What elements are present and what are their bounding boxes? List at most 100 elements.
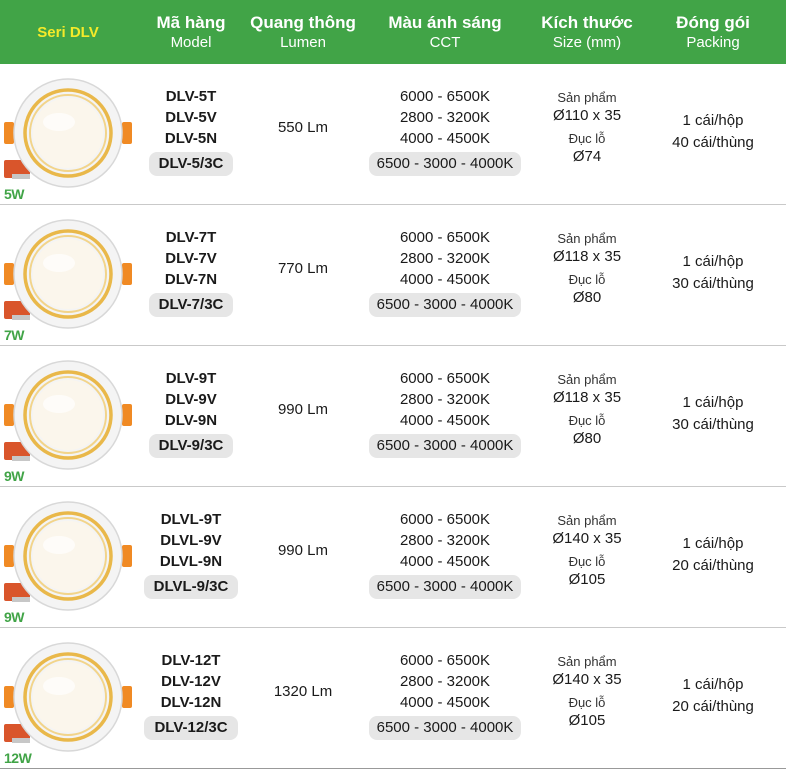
model-code: DLV-5T xyxy=(165,88,217,105)
size-hole-value: Ø80 xyxy=(572,430,602,447)
cct-combo-badge: 6500 - 3000 - 4000K xyxy=(368,716,522,740)
cct-cell: 6000 - 6500K 2800 - 3200K 4000 - 4500K 6… xyxy=(352,86,538,176)
header-cct-title: Màu ánh sáng xyxy=(388,13,502,32)
model-cell: DLV-12T DLV-12V DLV-12N DLV-12/3C xyxy=(136,650,246,740)
diffuser xyxy=(33,98,103,168)
cct-range: 2800 - 3200K xyxy=(399,391,491,408)
cct-combo-badge: 6500 - 3000 - 4000K xyxy=(368,152,522,176)
size-cell: Sản phẩm Ø118 x 35 Đục lỗ Ø80 xyxy=(536,372,638,454)
cct-range: 4000 - 4500K xyxy=(399,271,491,288)
wattage-label: 12W xyxy=(4,750,32,766)
size-hole-value: Ø80 xyxy=(572,289,602,306)
packing-carton: 30 cái/thùng xyxy=(672,275,754,292)
packing-cell: 1 cái/hộp 40 cái/thùng xyxy=(640,110,786,154)
model-cell: DLV-5T DLV-5V DLV-5N DLV-5/3C xyxy=(136,86,246,176)
packing-cell: 1 cái/hộp 30 cái/thùng xyxy=(640,251,786,295)
cct-range: 6000 - 6500K xyxy=(399,370,491,387)
cct-range: 2800 - 3200K xyxy=(399,109,491,126)
wattage-label: 9W xyxy=(4,468,25,484)
packing-carton: 20 cái/thùng xyxy=(672,698,754,715)
size-hole-label: Đục lỗ xyxy=(568,554,606,569)
header-model-title: Mã hàng xyxy=(156,13,226,32)
cct-range: 6000 - 6500K xyxy=(399,229,491,246)
cct-range: 4000 - 4500K xyxy=(399,694,491,711)
driver-connector xyxy=(12,597,30,602)
model-code: DLV-9V xyxy=(165,391,217,408)
cct-combo-badge: 6500 - 3000 - 4000K xyxy=(368,293,522,317)
model-code: DLV-12T xyxy=(161,652,221,669)
size-hole-label: Đục lỗ xyxy=(568,413,606,428)
downlight-image xyxy=(4,360,132,470)
downlight-image xyxy=(4,78,132,188)
spring-clip-right xyxy=(122,122,132,144)
table-row: 9W DLVL-9T DLVL-9V DLVL-9N DLVL-9/3C 990… xyxy=(0,487,786,628)
wattage-label: 7W xyxy=(4,327,25,343)
size-cell: Sản phẩm Ø140 x 35 Đục lỗ Ø105 xyxy=(536,513,638,595)
model-combo-badge: DLV-12/3C xyxy=(144,716,238,740)
spring-clip-right xyxy=(122,263,132,285)
spring-clip-left xyxy=(4,686,14,708)
size-product-label: Sản phẩm xyxy=(557,372,617,387)
size-hole-value: Ø74 xyxy=(572,148,602,165)
header-lumen-sub: Lumen xyxy=(280,34,326,51)
header-cct: Màu ánh sáng CCT xyxy=(352,0,538,64)
model-code: DLV-7V xyxy=(165,250,217,267)
packing-box: 1 cái/hộp xyxy=(682,394,744,411)
packing-cell: 1 cái/hộp 30 cái/thùng xyxy=(640,392,786,436)
downlight-image xyxy=(4,501,132,611)
series-title: Seri DLV xyxy=(37,23,99,41)
size-product-value: Ø140 x 35 xyxy=(552,530,622,547)
model-code: DLV-12N xyxy=(160,694,222,711)
table-header: Seri DLV Mã hàng Model Quang thông Lumen… xyxy=(0,0,786,64)
spring-clip-right xyxy=(122,404,132,426)
size-cell: Sản phẩm Ø110 x 35 Đục lỗ Ø74 xyxy=(536,90,638,172)
cct-range: 2800 - 3200K xyxy=(399,250,491,267)
model-code: DLV-7T xyxy=(165,229,217,246)
cct-range: 6000 - 6500K xyxy=(399,88,491,105)
gold-ring-outer xyxy=(23,370,113,460)
gold-ring-inner xyxy=(29,235,107,313)
spring-clip-left xyxy=(4,263,14,285)
size-hole-label: Đục lỗ xyxy=(568,131,606,146)
header-size-title: Kích thước xyxy=(541,13,633,32)
model-code: DLVL-9T xyxy=(160,511,222,528)
size-hole-label: Đục lỗ xyxy=(568,272,606,287)
downlight-image xyxy=(4,219,132,329)
header-model: Mã hàng Model xyxy=(136,0,246,64)
lumen-value: 550 Lm xyxy=(277,119,329,136)
lumen-value: 770 Lm xyxy=(277,260,329,277)
cct-combo-badge: 6500 - 3000 - 4000K xyxy=(368,575,522,599)
cct-cell: 6000 - 6500K 2800 - 3200K 4000 - 4500K 6… xyxy=(352,368,538,458)
size-product-label: Sản phẩm xyxy=(557,90,617,105)
cct-cell: 6000 - 6500K 2800 - 3200K 4000 - 4500K 6… xyxy=(352,227,538,317)
diffuser-highlight xyxy=(43,395,75,413)
header-lumen-title: Quang thông xyxy=(250,13,356,32)
header-size: Kích thước Size (mm) xyxy=(536,0,638,64)
cct-cell: 6000 - 6500K 2800 - 3200K 4000 - 4500K 6… xyxy=(352,650,538,740)
driver-connector xyxy=(12,738,30,743)
size-product-value: Ø118 x 35 xyxy=(552,248,622,265)
diffuser-highlight xyxy=(43,113,75,131)
model-code: DLV-5V xyxy=(165,109,217,126)
packing-carton: 20 cái/thùng xyxy=(672,557,754,574)
header-lumen: Quang thông Lumen xyxy=(248,0,358,64)
model-code: DLVL-9N xyxy=(159,553,223,570)
model-cell: DLV-7T DLV-7V DLV-7N DLV-7/3C xyxy=(136,227,246,317)
cct-range: 4000 - 4500K xyxy=(399,130,491,147)
lumen-value: 990 Lm xyxy=(277,401,329,418)
gold-ring-inner xyxy=(29,517,107,595)
wattage-label: 9W xyxy=(4,609,25,625)
header-series-cell: Seri DLV xyxy=(0,0,136,64)
spring-clip-left xyxy=(4,122,14,144)
model-combo-badge: DLVL-9/3C xyxy=(143,575,239,599)
gold-ring-outer xyxy=(23,229,113,319)
cct-combo-badge: 6500 - 3000 - 4000K xyxy=(368,434,522,458)
driver-connector xyxy=(12,315,30,320)
gold-ring-outer xyxy=(23,652,113,742)
diffuser-highlight xyxy=(43,536,75,554)
header-cct-sub: CCT xyxy=(429,34,461,51)
packing-box: 1 cái/hộp xyxy=(682,253,744,270)
size-product-label: Sản phẩm xyxy=(557,231,617,246)
gold-ring-outer xyxy=(23,511,113,601)
